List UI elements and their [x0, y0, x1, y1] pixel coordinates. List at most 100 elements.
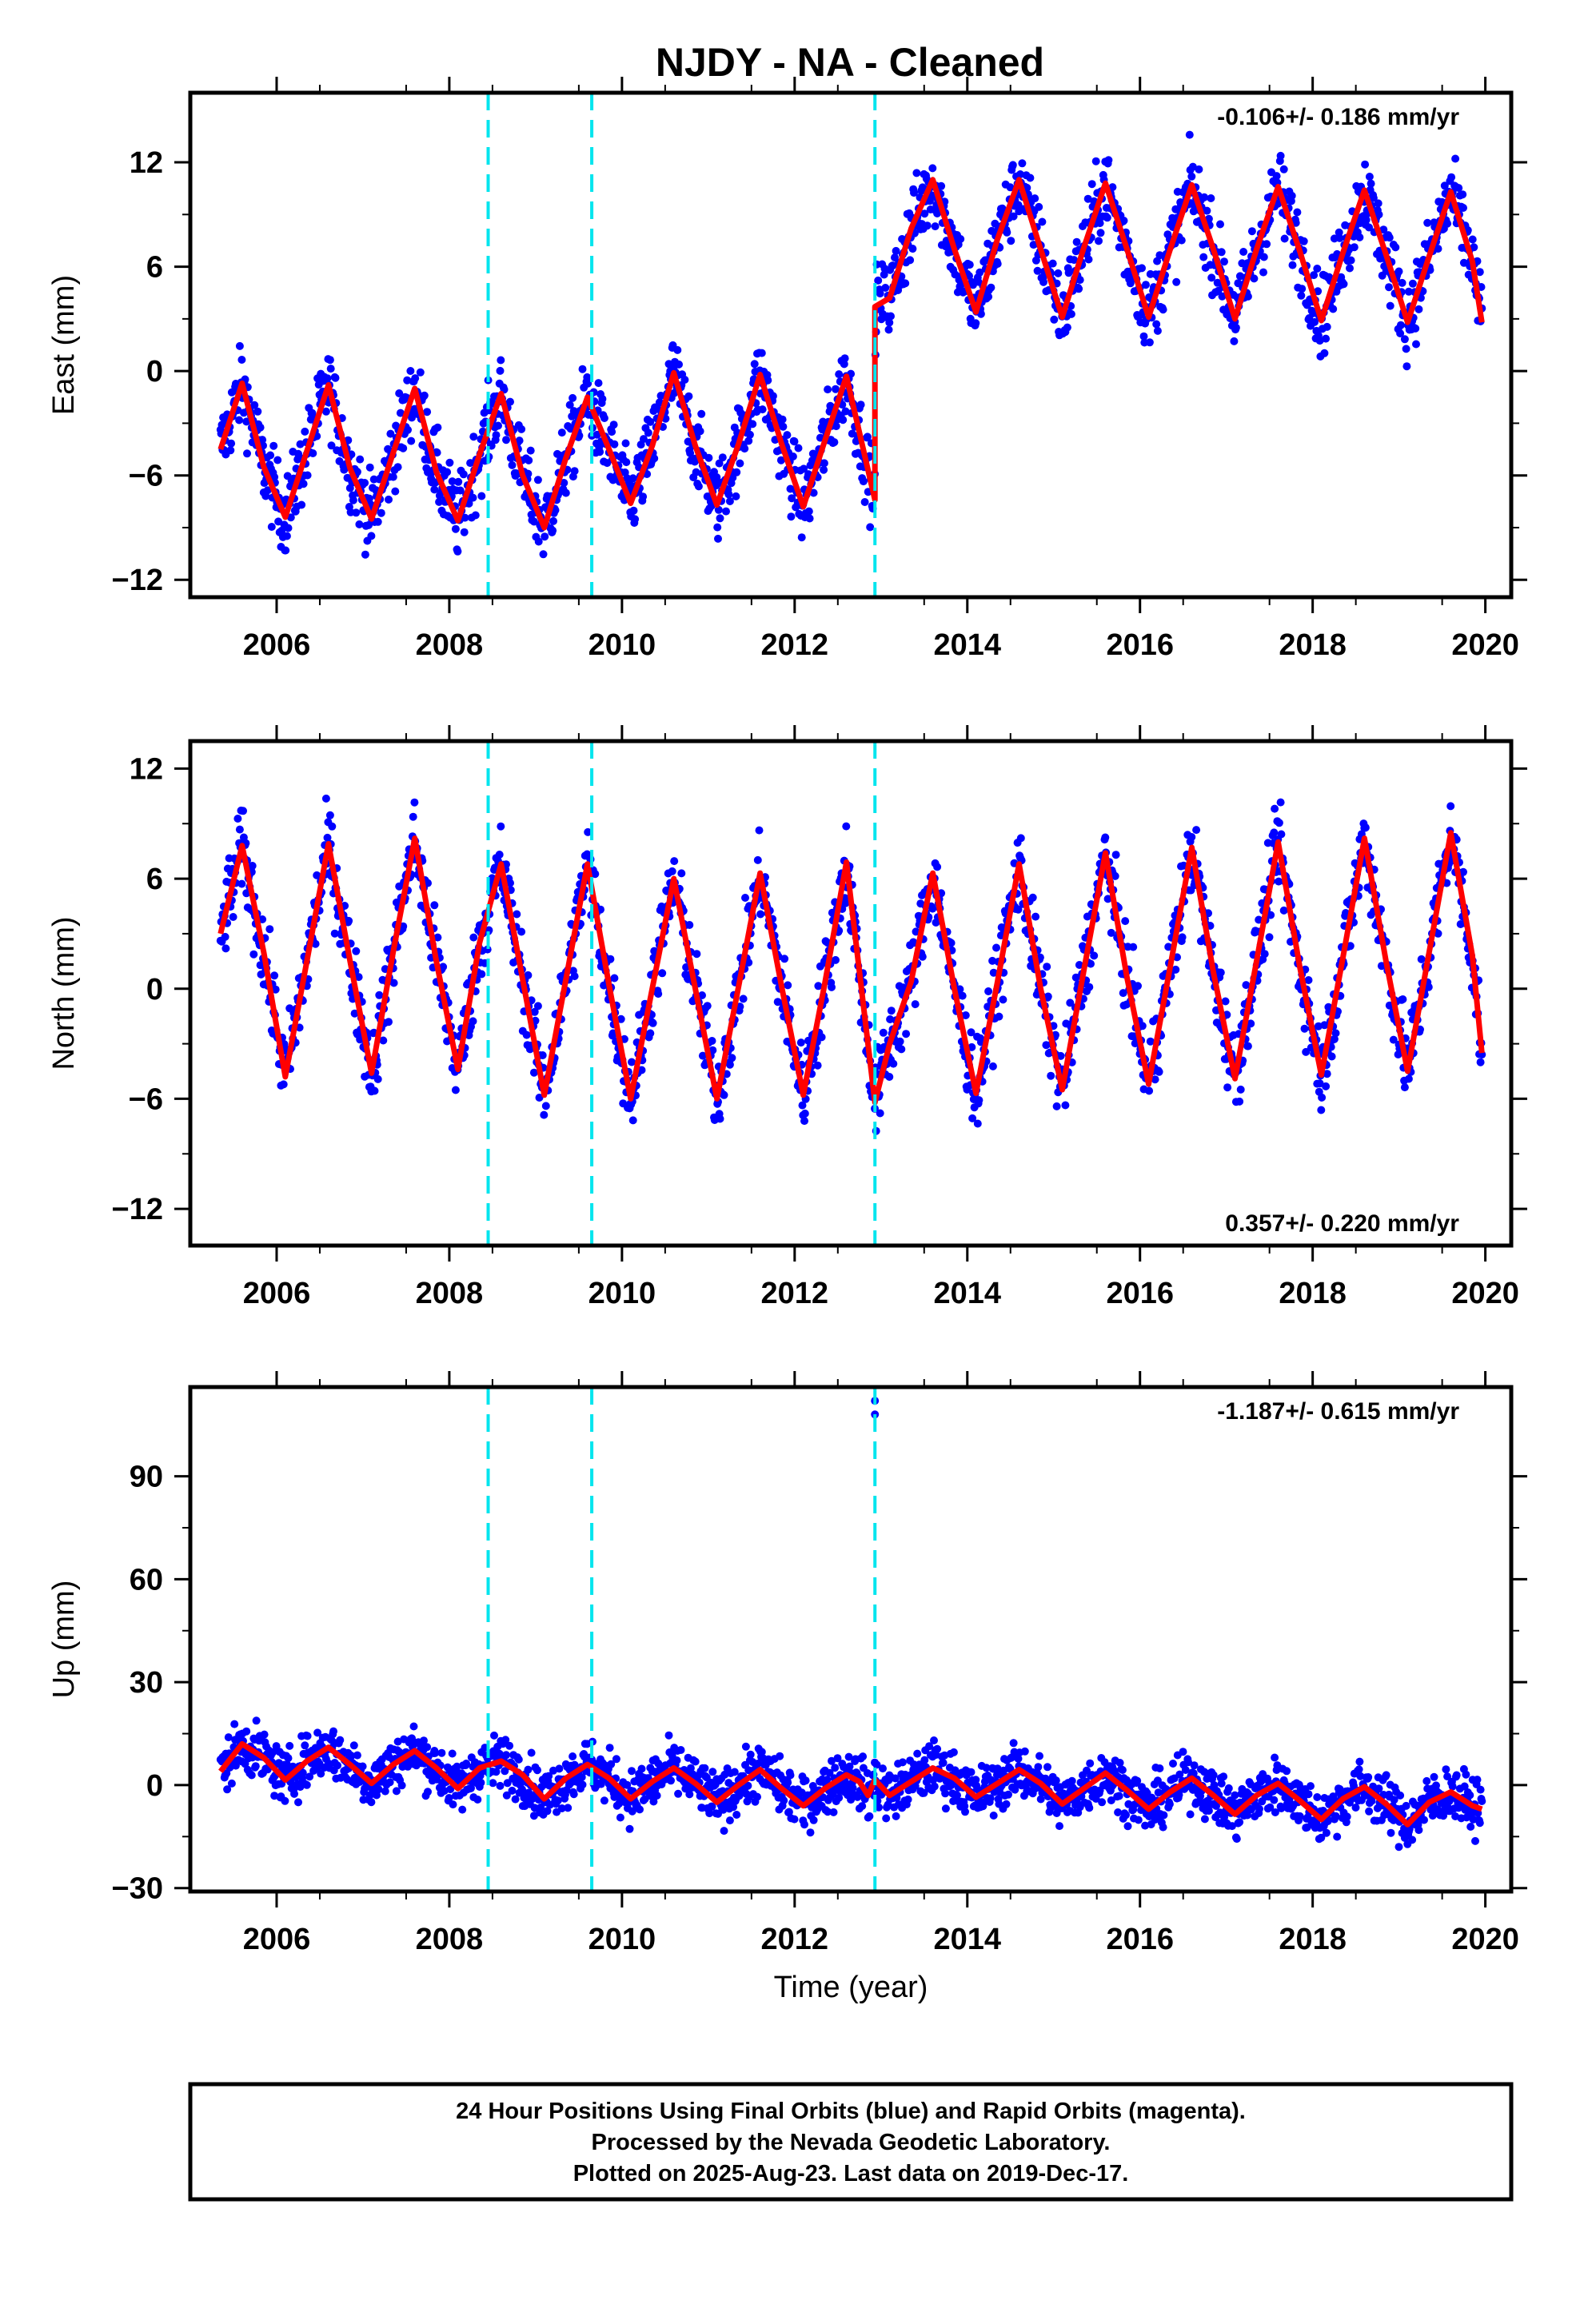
rate-annotation: 0.357+/- 0.220 mm/yr [1225, 1210, 1459, 1237]
data-point [779, 416, 787, 424]
data-point [437, 1749, 445, 1757]
data-point [283, 532, 291, 540]
data-point [889, 1060, 897, 1068]
data-point [1172, 278, 1180, 286]
x-tick-label: 2014 [933, 1277, 1001, 1310]
data-point [423, 1743, 431, 1751]
data-point [753, 1793, 761, 1801]
data-point [741, 894, 749, 902]
data-point [1047, 1072, 1055, 1080]
data-point [1289, 261, 1297, 269]
data-point [452, 525, 460, 533]
x-tick-label: 2012 [761, 1277, 829, 1310]
data-point [933, 863, 941, 871]
data-point [242, 1728, 250, 1736]
data-point [756, 827, 764, 835]
data-point [636, 1805, 644, 1813]
data-point [579, 1780, 587, 1788]
data-point [1129, 943, 1137, 951]
data-point [541, 532, 549, 540]
data-point [505, 1742, 513, 1750]
data-point [610, 975, 618, 983]
data-point [779, 423, 787, 431]
data-point [776, 1752, 784, 1760]
data-point [1459, 204, 1467, 212]
data-point [361, 479, 369, 487]
data-point [493, 431, 501, 439]
data-point [540, 550, 548, 558]
model-curve [221, 833, 1482, 1102]
x-tick-label: 2020 [1451, 628, 1519, 662]
data-point [692, 950, 700, 958]
data-point [391, 488, 399, 496]
data-point [1328, 1053, 1336, 1061]
data-point [653, 1792, 661, 1800]
data-point [385, 496, 393, 504]
data-point [994, 260, 1002, 268]
data-point [722, 508, 730, 516]
data-point [469, 934, 477, 942]
data-point [490, 1732, 498, 1740]
data-point [1145, 1087, 1153, 1095]
data-point [336, 1736, 344, 1744]
data-point [1187, 173, 1195, 181]
data-point [433, 424, 441, 432]
data-point [1053, 1102, 1061, 1110]
data-point [714, 535, 722, 543]
x-tick-label: 2006 [243, 1277, 311, 1310]
data-point [861, 498, 869, 506]
data-point [443, 468, 451, 476]
data-point [860, 477, 868, 485]
data-point [680, 376, 688, 384]
data-point [748, 420, 756, 428]
data-point [367, 1798, 375, 1806]
data-point [1073, 238, 1081, 246]
data-point [1395, 268, 1403, 276]
data-point [249, 951, 257, 959]
data-point [885, 1073, 893, 1081]
data-point [527, 447, 535, 455]
data-point [285, 1742, 293, 1750]
data-point [1007, 237, 1015, 245]
data-point [290, 1790, 298, 1798]
data-point [713, 524, 721, 532]
y-tick-label: 12 [130, 752, 163, 786]
data-point [665, 1732, 673, 1740]
plot-frame [190, 93, 1511, 597]
data-point [876, 1110, 884, 1118]
data-point [421, 392, 429, 400]
data-point [1029, 894, 1037, 902]
data-point [902, 1030, 910, 1038]
data-point [424, 1788, 432, 1796]
data-point [726, 1816, 734, 1824]
data-point [830, 1808, 838, 1816]
data-point [670, 857, 678, 865]
data-point [261, 1731, 269, 1739]
data-point [1043, 963, 1051, 971]
data-point [549, 517, 557, 525]
data-point [1235, 1098, 1243, 1106]
data-point [497, 1782, 505, 1790]
data-point [525, 456, 533, 464]
data-point [513, 911, 521, 919]
data-point [558, 429, 566, 436]
data-point [404, 426, 412, 434]
data-point [394, 463, 402, 471]
data-point [972, 319, 980, 327]
data-point [236, 342, 244, 350]
data-point [366, 464, 374, 472]
model-curve [221, 180, 1482, 528]
data-point [677, 1746, 685, 1754]
data-point [995, 1013, 1003, 1021]
data-point [646, 1030, 654, 1038]
data-point [800, 1117, 808, 1125]
data-point [461, 528, 469, 536]
data-point [1280, 165, 1288, 173]
data-point [226, 446, 234, 454]
data-point [304, 1732, 312, 1740]
data-point [629, 1116, 637, 1124]
data-point [732, 1811, 740, 1819]
data-point [1261, 950, 1269, 958]
data-point [675, 361, 683, 369]
